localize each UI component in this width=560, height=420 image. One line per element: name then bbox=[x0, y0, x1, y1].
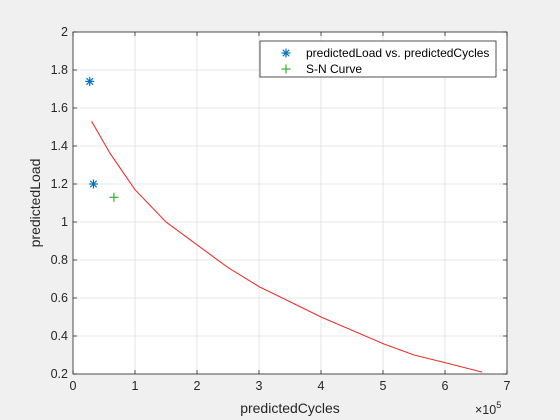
x-tick-label-3: 3 bbox=[256, 379, 263, 393]
data-point-0-1 bbox=[88, 179, 98, 189]
y-tick-label-6: 1.4 bbox=[51, 139, 68, 153]
legend-marker-sn-curve bbox=[281, 64, 291, 74]
series-layer bbox=[85, 76, 483, 373]
y-tick-label-5: 1.2 bbox=[51, 177, 68, 191]
legend-entry-predicted-load: predictedLoad vs. predictedCycles bbox=[306, 46, 489, 60]
x-tick-label-6: 6 bbox=[442, 379, 449, 393]
legend-marker-predicted-load bbox=[281, 48, 291, 58]
x-tick-label-1: 1 bbox=[132, 379, 139, 393]
y-tick-label-4: 1 bbox=[61, 215, 68, 229]
data-point-1-0 bbox=[109, 192, 119, 202]
x-axis-label: predictedCycles bbox=[240, 400, 340, 416]
y-tick-label-8: 1.8 bbox=[51, 63, 68, 77]
legend-marker-symbol-1 bbox=[281, 64, 291, 74]
y-tick-label-1: 0.4 bbox=[51, 329, 68, 343]
y-tick-label-7: 1.6 bbox=[51, 101, 68, 115]
series-line-2 bbox=[91, 121, 483, 373]
plot-area bbox=[73, 32, 507, 374]
y-tick-label-3: 0.8 bbox=[51, 253, 68, 267]
data-point-0-0 bbox=[85, 76, 95, 86]
x-axis-exponent-power: 5 bbox=[496, 400, 501, 410]
x-tick-label-5: 5 bbox=[380, 379, 387, 393]
plot-frame bbox=[72, 31, 508, 375]
legend-entry-sn-curve: S-N Curve bbox=[306, 62, 362, 76]
x-tick-label-7: 7 bbox=[504, 379, 511, 393]
legend-box bbox=[259, 40, 497, 78]
y-tick-label-2: 0.6 bbox=[51, 291, 68, 305]
x-axis-exponent: ×105 bbox=[475, 400, 501, 417]
ticks: 0 1 2 3 4 5 6 7 0.2 0.4 0.6 0.8 1 1.2 1.4 1.6 1.8 2 bbox=[51, 25, 511, 393]
x-tick-label-2: 2 bbox=[194, 379, 201, 393]
legend-marker-symbol-0 bbox=[281, 48, 291, 58]
y-axis-label: predictedLoad bbox=[27, 159, 43, 248]
x-tick-label-4: 4 bbox=[318, 379, 325, 393]
legend: predictedLoad vs. predictedCycles S-N Cu… bbox=[259, 40, 497, 78]
x-tick-label-0: 0 bbox=[70, 379, 77, 393]
y-tick-label-0: 0.2 bbox=[51, 367, 68, 381]
y-tick-label-9: 2 bbox=[61, 25, 68, 39]
x-axis-exponent-base: ×10 bbox=[475, 403, 496, 417]
